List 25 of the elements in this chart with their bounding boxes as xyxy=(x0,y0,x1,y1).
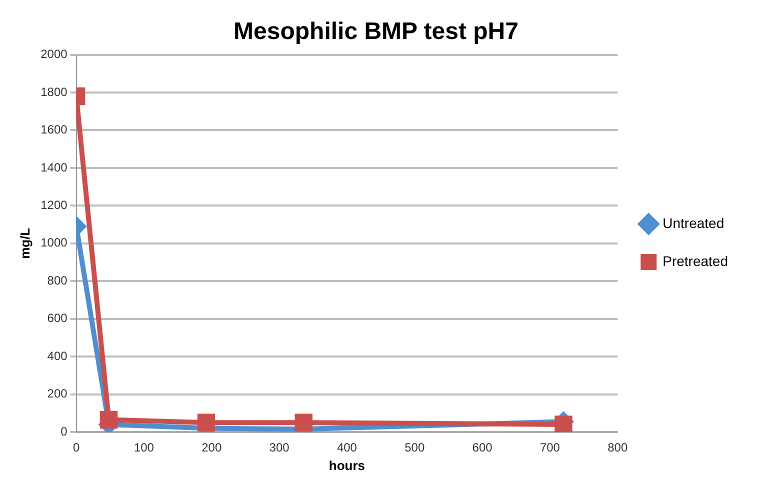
x-tick-label: 600 xyxy=(472,440,493,455)
y-tick-label: 600 xyxy=(47,311,68,326)
legend-label: Pretreated xyxy=(662,252,728,269)
y-tick-label: 200 xyxy=(47,386,68,401)
x-tick-label: 700 xyxy=(540,440,560,455)
x-axis-title: hours xyxy=(328,458,366,473)
y-tick-label: 1000 xyxy=(40,236,68,250)
y-tick-label: 2000 xyxy=(40,47,68,62)
y-axis-title: mg/L xyxy=(17,228,32,259)
x-tick-label: 0 xyxy=(72,440,80,455)
y-tick-label: 400 xyxy=(47,348,68,363)
x-tick-label: 200 xyxy=(202,440,222,455)
x-tick-label: 100 xyxy=(134,440,154,455)
chart-title: Mesophilic BMP test pH7 xyxy=(234,18,518,46)
x-tick-label: 500 xyxy=(404,440,425,455)
x-tick-label: 300 xyxy=(269,440,290,455)
legend-label: Untreated xyxy=(662,214,724,231)
x-tick-label: 800 xyxy=(608,440,628,455)
y-tick-label: 1400 xyxy=(40,160,68,174)
y-tick-label: 800 xyxy=(47,273,68,288)
y-tick-label: 1600 xyxy=(40,122,68,137)
y-tick-label: 1200 xyxy=(40,198,68,212)
y-tick-label: 0 xyxy=(60,424,68,438)
y-tick-label: 1800 xyxy=(40,84,68,99)
x-tick-label: 400 xyxy=(336,440,358,455)
